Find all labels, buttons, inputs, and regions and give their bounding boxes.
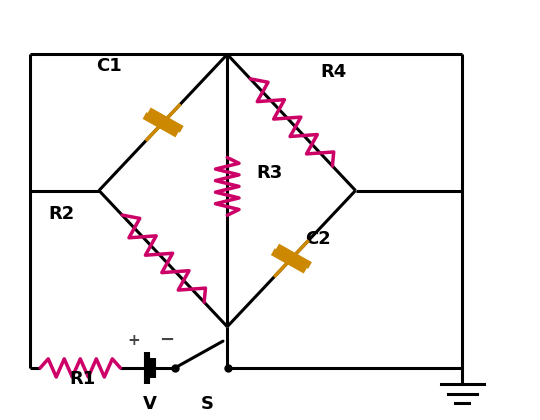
Text: R4: R4 (321, 63, 347, 81)
Text: C1: C1 (96, 57, 122, 75)
Text: V: V (143, 395, 157, 413)
Text: R2: R2 (48, 205, 75, 223)
Text: C2: C2 (305, 230, 330, 248)
Text: +: + (127, 333, 140, 348)
Text: S: S (200, 395, 213, 413)
Text: −: − (159, 331, 174, 349)
Text: R1: R1 (70, 370, 96, 388)
Text: R3: R3 (256, 164, 283, 182)
